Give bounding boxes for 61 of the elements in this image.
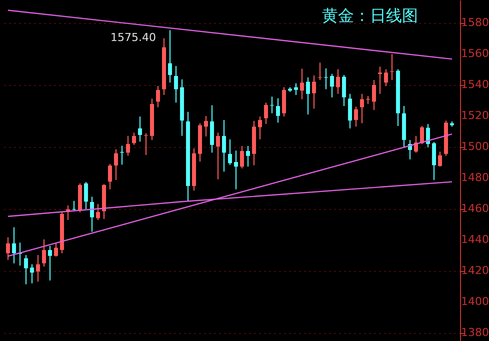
candlestick xyxy=(12,226,16,264)
candlestick xyxy=(306,76,310,116)
candlestick xyxy=(336,68,340,94)
candlestick xyxy=(6,236,10,260)
candlestick xyxy=(108,163,112,190)
candlestick xyxy=(132,132,136,146)
y-tick-label: 1520 xyxy=(461,108,489,122)
candlestick xyxy=(156,86,160,108)
candlestick xyxy=(372,79,376,111)
candlestick xyxy=(126,135,130,156)
candlestick xyxy=(258,116,262,140)
candlestick xyxy=(438,151,442,168)
candlestick xyxy=(216,132,220,180)
candlestick xyxy=(426,124,430,148)
candlestick xyxy=(312,74,316,110)
candlestick xyxy=(84,181,88,210)
candlestick xyxy=(432,141,436,180)
candlestick xyxy=(294,82,298,96)
candlestick xyxy=(174,66,178,104)
y-tick-label: 1420 xyxy=(461,264,489,277)
candlestick xyxy=(420,126,424,144)
candlestick xyxy=(240,146,244,169)
candlestick xyxy=(30,264,34,284)
candlestick xyxy=(138,116,142,142)
candlestick xyxy=(204,115,208,138)
candlestick xyxy=(282,86,286,118)
candlestick xyxy=(234,150,238,190)
candlestick xyxy=(96,203,100,220)
candlestick xyxy=(360,93,364,124)
y-tick-label: 1500 xyxy=(461,140,489,153)
candlestick xyxy=(222,119,226,172)
candlestick xyxy=(48,245,52,282)
candlestick xyxy=(246,146,250,168)
y-tick-label: 1540 xyxy=(461,78,489,91)
candlestick xyxy=(330,73,334,98)
chart-title: 黄金：日线图 xyxy=(322,6,418,25)
candlestick xyxy=(36,254,40,282)
candlestick xyxy=(354,106,358,128)
candlestick xyxy=(114,148,118,180)
y-tick-label: 1400 xyxy=(461,294,489,308)
candlestick xyxy=(168,30,172,84)
candlestick xyxy=(210,104,214,154)
candlestick xyxy=(378,66,382,94)
candlestick xyxy=(24,254,28,285)
candlestick xyxy=(342,74,346,107)
y-tick-label: 1440 xyxy=(461,232,489,246)
y-tick-label: 1460 xyxy=(461,202,489,215)
candlestick xyxy=(42,238,46,268)
y-tick-label: 1380 xyxy=(461,326,489,339)
annotation: 1575.40 xyxy=(110,31,156,44)
candlestick xyxy=(228,138,232,166)
candlestick xyxy=(348,93,352,129)
candlestick xyxy=(264,102,268,124)
candlestick xyxy=(300,68,304,100)
y-tick-label: 1580 xyxy=(461,16,489,29)
candlestick xyxy=(384,68,388,87)
candlestick xyxy=(276,98,280,124)
candlestick xyxy=(90,196,94,232)
candlestick xyxy=(54,242,58,258)
y-tick-label: 1480 xyxy=(461,170,489,184)
y-tick-label: 1560 xyxy=(461,46,489,60)
